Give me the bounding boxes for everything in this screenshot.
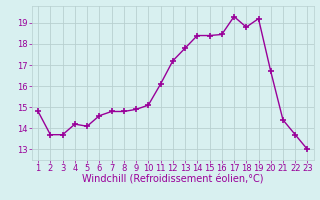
X-axis label: Windchill (Refroidissement éolien,°C): Windchill (Refroidissement éolien,°C) (82, 175, 264, 185)
